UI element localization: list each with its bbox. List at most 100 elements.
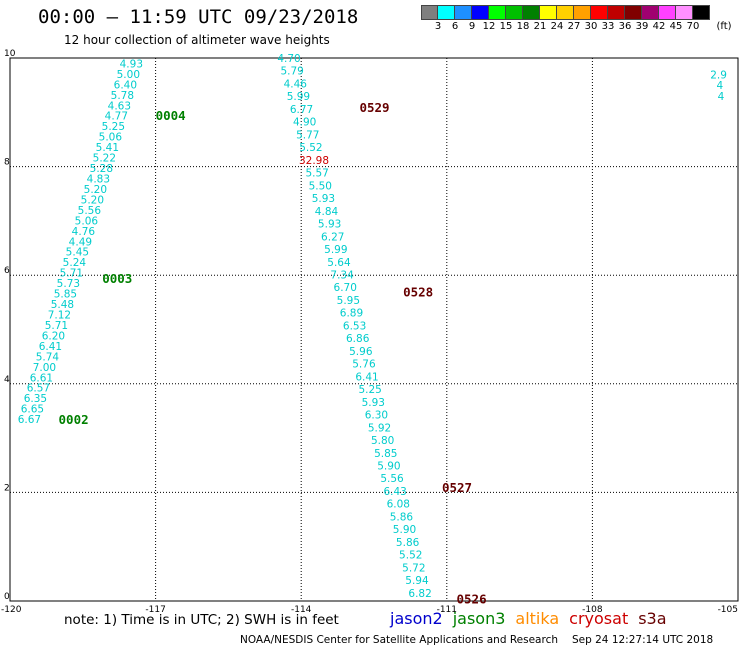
wave-height-value: 7.34 bbox=[330, 269, 354, 281]
wave-height-value: 6.35 bbox=[24, 393, 47, 405]
wave-height-value: 5.71 bbox=[45, 320, 68, 332]
legend-label: 15 bbox=[499, 21, 513, 32]
x-tick-label: -108 bbox=[582, 605, 603, 615]
wave-height-value: 5.28 bbox=[90, 163, 113, 175]
wave-height-value: 4.76 bbox=[72, 226, 96, 238]
wave-height-value: 6.41 bbox=[355, 371, 378, 383]
wave-height-value: 5.57 bbox=[305, 168, 328, 180]
legend-swatch bbox=[693, 5, 710, 20]
wave-height-value: 5.74 bbox=[36, 351, 60, 363]
legend-label: 3 bbox=[434, 21, 442, 32]
satellite-altika: altika bbox=[515, 609, 560, 628]
generated-timestamp: Sep 24 12:27:14 UTC 2018 bbox=[572, 634, 714, 646]
wave-height-value: 5.72 bbox=[402, 562, 425, 574]
time-label: 0002 bbox=[59, 412, 89, 427]
legend-label: 33 bbox=[601, 21, 615, 32]
wave-height-value: 5.52 bbox=[399, 550, 422, 562]
plot-frame bbox=[9, 57, 739, 602]
wave-height-value: 5.85 bbox=[374, 448, 397, 460]
wave-height-value: 2.9 bbox=[710, 69, 727, 81]
y-tick-label: 2 bbox=[4, 483, 10, 493]
wave-height-value: 5.86 bbox=[396, 537, 420, 549]
credit-text: NOAA/NESDIS Center for Satellite Applica… bbox=[240, 634, 558, 646]
legend-swatch bbox=[472, 5, 489, 20]
legend-label: 24 bbox=[550, 21, 564, 32]
y-tick-label: 6 bbox=[4, 266, 10, 276]
wave-height-value: 7.00 bbox=[33, 362, 56, 374]
legend-swatch bbox=[591, 5, 608, 20]
wave-height-value: 5.76 bbox=[352, 359, 376, 371]
wave-height-value: 4.84 bbox=[315, 206, 339, 218]
wave-height-value: 5.45 bbox=[66, 247, 89, 259]
wave-height-value: 5.50 bbox=[309, 180, 332, 192]
wave-height-value: 5.93 bbox=[312, 193, 335, 205]
wave-height-value: 5.20 bbox=[84, 184, 107, 196]
legend-unit: (ft) bbox=[716, 21, 732, 32]
legend-label: 21 bbox=[533, 21, 547, 32]
wave-height-value: 5.73 bbox=[57, 278, 80, 290]
satellite-jason2: jason2 bbox=[390, 609, 443, 628]
legend-swatch bbox=[676, 5, 693, 20]
legend-label: 27 bbox=[567, 21, 581, 32]
wave-height-value: 5.77 bbox=[296, 129, 319, 141]
x-tick-label: -120 bbox=[1, 605, 22, 615]
legend-swatch bbox=[489, 5, 506, 20]
wave-height-value: 5.90 bbox=[377, 461, 400, 473]
wave-height-value: 6.27 bbox=[321, 231, 344, 243]
wave-height-value: 6.57 bbox=[27, 383, 50, 395]
wave-height-value: 4.77 bbox=[105, 111, 128, 123]
wave-height-value: 6.77 bbox=[290, 104, 313, 116]
legend-swatch bbox=[642, 5, 659, 20]
wave-height-value: 6.43 bbox=[383, 486, 406, 498]
legend-label: 45 bbox=[669, 21, 683, 32]
y-tick-label: 10 bbox=[4, 49, 16, 59]
legend-label: 6 bbox=[451, 21, 459, 32]
wave-height-value: 6.53 bbox=[343, 320, 366, 332]
wave-height-value: 6.08 bbox=[387, 499, 410, 511]
wave-height-value: 5.99 bbox=[287, 91, 310, 103]
wave-height-value: 5.41 bbox=[96, 142, 119, 154]
y-tick-label: 8 bbox=[4, 158, 10, 168]
wave-height-value: 5.06 bbox=[99, 132, 123, 144]
wave-height-value: 5.56 bbox=[78, 205, 102, 217]
wave-height-value: 5.00 bbox=[117, 69, 140, 81]
wave-height-value: 5.94 bbox=[405, 575, 429, 587]
legend-swatch bbox=[455, 5, 472, 20]
y-tick-label: 4 bbox=[4, 375, 10, 385]
wave-height-value: 5.24 bbox=[63, 257, 87, 269]
legend-swatch bbox=[506, 5, 523, 20]
wave-height-value: 4.46 bbox=[284, 78, 308, 90]
legend-swatch bbox=[557, 5, 574, 20]
satellite-jason3: jason3 bbox=[452, 609, 506, 628]
legend-swatch bbox=[608, 5, 625, 20]
x-tick-label: -111 bbox=[437, 605, 457, 615]
wave-height-value: 5.56 bbox=[380, 473, 404, 485]
wave-height-value: 5.99 bbox=[324, 244, 347, 256]
wave-height-value: 5.86 bbox=[390, 511, 414, 523]
satellite-cryosat: cryosat bbox=[569, 609, 629, 628]
time-label: 0003 bbox=[102, 271, 132, 286]
legend-label: 42 bbox=[652, 21, 666, 32]
wave-height-value: 6.61 bbox=[30, 372, 53, 384]
wave-height-value: 4.63 bbox=[108, 100, 131, 112]
legend-swatch bbox=[540, 5, 557, 20]
wave-height-value: 6.20 bbox=[42, 330, 65, 342]
legend-swatch bbox=[625, 5, 642, 20]
wave-height-value: 5.71 bbox=[60, 268, 83, 280]
legend-swatch bbox=[421, 5, 438, 20]
wave-height-value: 5.06 bbox=[75, 215, 99, 227]
wave-height-value: 7.12 bbox=[48, 309, 71, 321]
legend-label: 30 bbox=[584, 21, 598, 32]
wave-height-value: 6.41 bbox=[39, 341, 62, 353]
wave-height-value: 5.95 bbox=[337, 295, 360, 307]
legend-swatch bbox=[523, 5, 540, 20]
legend-label: 12 bbox=[482, 21, 496, 32]
wave-height-value: 5.22 bbox=[93, 153, 116, 165]
satellite-s3a: s3a bbox=[638, 609, 667, 628]
x-tick-label: -114 bbox=[291, 605, 312, 615]
wave-height-value: 5.25 bbox=[102, 121, 125, 133]
chart-subtitle: 12 hour collection of altimeter wave hei… bbox=[64, 33, 330, 47]
legend-label: 18 bbox=[516, 21, 530, 32]
wave-height-value: 5.93 bbox=[362, 397, 385, 409]
wave-height-value: 5.79 bbox=[280, 66, 303, 78]
